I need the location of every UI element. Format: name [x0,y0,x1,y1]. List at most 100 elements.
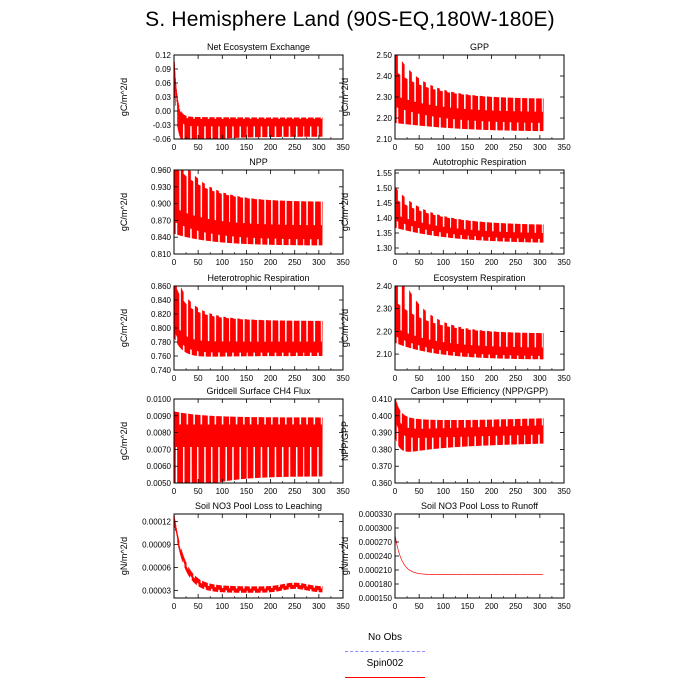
y-tick-label: 0.0100 [147,395,172,404]
x-tick-label: 0 [393,143,398,152]
x-tick-label: 100 [216,143,230,152]
x-tick-label: 200 [264,143,278,152]
panel-ecosystem-respiration: Ecosystem Respiration gC/m^2/d 0 50 100 150 20… [340,273,571,383]
x-tick-label: 0 [393,374,398,383]
x-tick-label: 0 [393,602,398,611]
y-tick-label: 1.35 [376,229,392,238]
legend-label-spin002: Spin002 [366,658,404,669]
series-line-spin002-autotrophic-respiration [395,186,544,243]
y-tick-label: 1.30 [376,244,392,253]
y-tick-label: 0.0060 [147,462,172,471]
x-tick-label: 50 [415,487,424,496]
y-tick-label: 1.45 [376,199,392,208]
y-tick-label: 2.40 [376,72,392,81]
x-tick-label: 300 [312,374,326,383]
y-tick-label: 0.410 [372,395,393,404]
x-tick-label: 350 [557,602,571,611]
y-axis-label-ecosystem-respiration: gC/m^2/d [340,309,350,347]
x-tick-label: 150 [461,258,475,267]
y-tick-label: 2.20 [376,327,392,336]
x-tick-label: 150 [461,602,475,611]
y-tick-label: 0.03 [155,93,171,102]
x-tick-label: 150 [240,487,254,496]
y-tick-label: 0.000270 [359,538,393,547]
y-tick-label: 0.0070 [147,445,172,454]
x-tick-label: 150 [240,143,254,152]
x-tick-label: 200 [485,602,499,611]
panel-soil-no3-pool-loss-to-leaching: Soil NO3 Pool Loss to Leaching gN/m^2/d 0 5… [119,501,350,611]
y-tick-label: 0.390 [372,429,393,438]
x-tick-label: 200 [485,374,499,383]
y-tick-label: 0.780 [151,338,172,347]
x-tick-label: 100 [216,374,230,383]
panel-title-autotrophic-respiration: Autotrophic Respiration [433,157,527,167]
y-tick-label: 0.000180 [359,580,393,589]
x-tick-label: 0 [393,258,398,267]
x-tick-label: 300 [312,143,326,152]
y-tick-label: 2.20 [376,114,392,123]
series-line-spin002-net-ecosystem-exchange [174,55,323,139]
x-tick-label: 150 [240,602,254,611]
x-tick-label: 200 [264,487,278,496]
x-tick-label: 50 [194,374,203,383]
x-tick-label: 350 [557,258,571,267]
x-tick-label: 300 [533,487,547,496]
panel-gpp: GPP gC/m^2/d 0 50 100 150 200 250 300 350 2.10 2.20… [340,42,571,152]
panel-soil-no3-pool-loss-to-runoff: Soil NO3 Pool Loss to Runoff gN/m^2/d 0 50 1… [340,501,571,611]
y-tick-label: 0.860 [151,282,172,291]
legend-label-no-obs: No Obs [368,632,402,643]
x-tick-label: 250 [288,143,302,152]
y-tick-label: 0.06 [155,79,171,88]
y-tick-label: 0.800 [151,324,172,333]
x-tick-label: 50 [415,258,424,267]
x-tick-label: 100 [437,602,451,611]
x-tick-label: 350 [557,143,571,152]
x-tick-label: 200 [485,487,499,496]
y-axis-label-heterotrophic-respiration: gC/m^2/d [119,309,129,347]
y-tick-label: 0.000210 [359,566,393,575]
x-tick-label: 0 [172,258,177,267]
y-axis-label-gridcell-surface-ch4-flux: gC/m^2/d [119,422,129,460]
y-tick-label: 1.50 [376,184,392,193]
x-tick-label: 50 [194,487,203,496]
y-tick-label: 0.840 [151,296,172,305]
y-tick-label: 2.50 [376,51,392,60]
x-tick-label: 100 [216,258,230,267]
x-tick-label: 350 [557,374,571,383]
y-tick-label: 0.400 [372,412,393,421]
y-tick-label: 0.960 [151,166,172,175]
y-axis-label-gpp: gC/m^2/d [340,78,350,116]
x-tick-label: 0 [172,374,177,383]
series-line-spin002-soil-no3-pool-loss-to-runoff [395,534,544,576]
x-tick-label: 350 [336,143,350,152]
y-tick-label: 2.30 [376,93,392,102]
y-tick-label: 0.00 [155,107,171,116]
x-tick-label: 250 [509,143,523,152]
x-tick-label: 300 [312,602,326,611]
x-tick-label: 0 [172,143,177,152]
panel-title-ecosystem-respiration: Ecosystem Respiration [433,273,525,283]
x-tick-label: 0 [172,602,177,611]
panel-npp: NPP gC/m^2/d 0 50 100 150 200 250 300 350 0.810 0.8… [119,157,350,267]
x-tick-label: 250 [288,258,302,267]
x-tick-label: 200 [264,374,278,383]
x-tick-label: 300 [533,143,547,152]
panel-gridcell-surface-ch4-flux: Gridcell Surface CH4 Flux gC/m^2/d 0 50 100 1… [119,386,350,496]
series-line-spin002-ecosystem-respiration [395,286,544,360]
x-tick-label: 300 [533,258,547,267]
x-tick-label: 200 [485,143,499,152]
y-tick-label: 0.380 [372,445,393,454]
y-tick-label: 0.00009 [142,541,171,550]
x-tick-label: 300 [533,374,547,383]
x-tick-label: 50 [194,143,203,152]
y-tick-label: 0.360 [372,479,393,488]
series-line-spin002-soil-no3-pool-loss-to-leaching [174,514,323,593]
series-line-spin002-npp [174,170,323,246]
y-tick-label: 0.760 [151,352,172,361]
series-line-spin002-heterotrophic-respiration [174,286,323,357]
x-tick-label: 0 [172,487,177,496]
x-tick-label: 100 [437,374,451,383]
panel-autotrophic-respiration: Autotrophic Respiration gC/m^2/d 0 50 100 150… [340,157,571,267]
x-tick-label: 250 [509,374,523,383]
x-tick-label: 350 [336,487,350,496]
